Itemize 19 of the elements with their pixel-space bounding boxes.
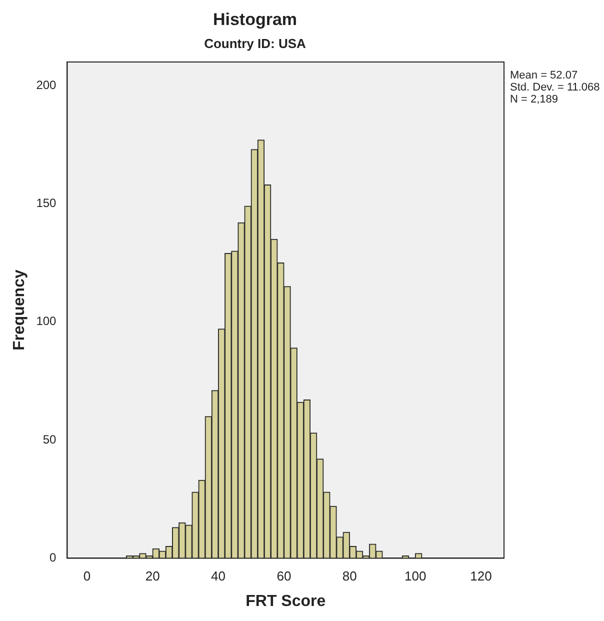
text: Std. Dev. = 11.068 xyxy=(510,82,600,94)
y-tick-label: 0 xyxy=(50,550,57,565)
x-tick-label: 60 xyxy=(276,568,292,584)
y-tick-label: 100 xyxy=(36,314,57,328)
x-tick-label: 0 xyxy=(83,568,91,584)
y-axis-title: Frequency xyxy=(11,270,28,351)
x-tick-label: 120 xyxy=(470,568,492,584)
x-tick-label: 100 xyxy=(404,568,426,584)
x-axis-title: FRT Score xyxy=(246,592,326,610)
y-tick-label: 150 xyxy=(36,196,57,210)
x-tick-label: 80 xyxy=(342,568,357,584)
y-tick-label: 50 xyxy=(42,432,57,446)
text: N = 2,189 xyxy=(510,94,558,106)
x-tick-label: 40 xyxy=(211,568,226,584)
y-tick-label: 200 xyxy=(36,78,57,92)
x-tick-label: 20 xyxy=(145,568,160,584)
text: Mean = 52.07 xyxy=(510,70,578,82)
chart-title: Histogram xyxy=(212,10,298,29)
chart-subtitle: Country ID: USA xyxy=(204,36,307,51)
